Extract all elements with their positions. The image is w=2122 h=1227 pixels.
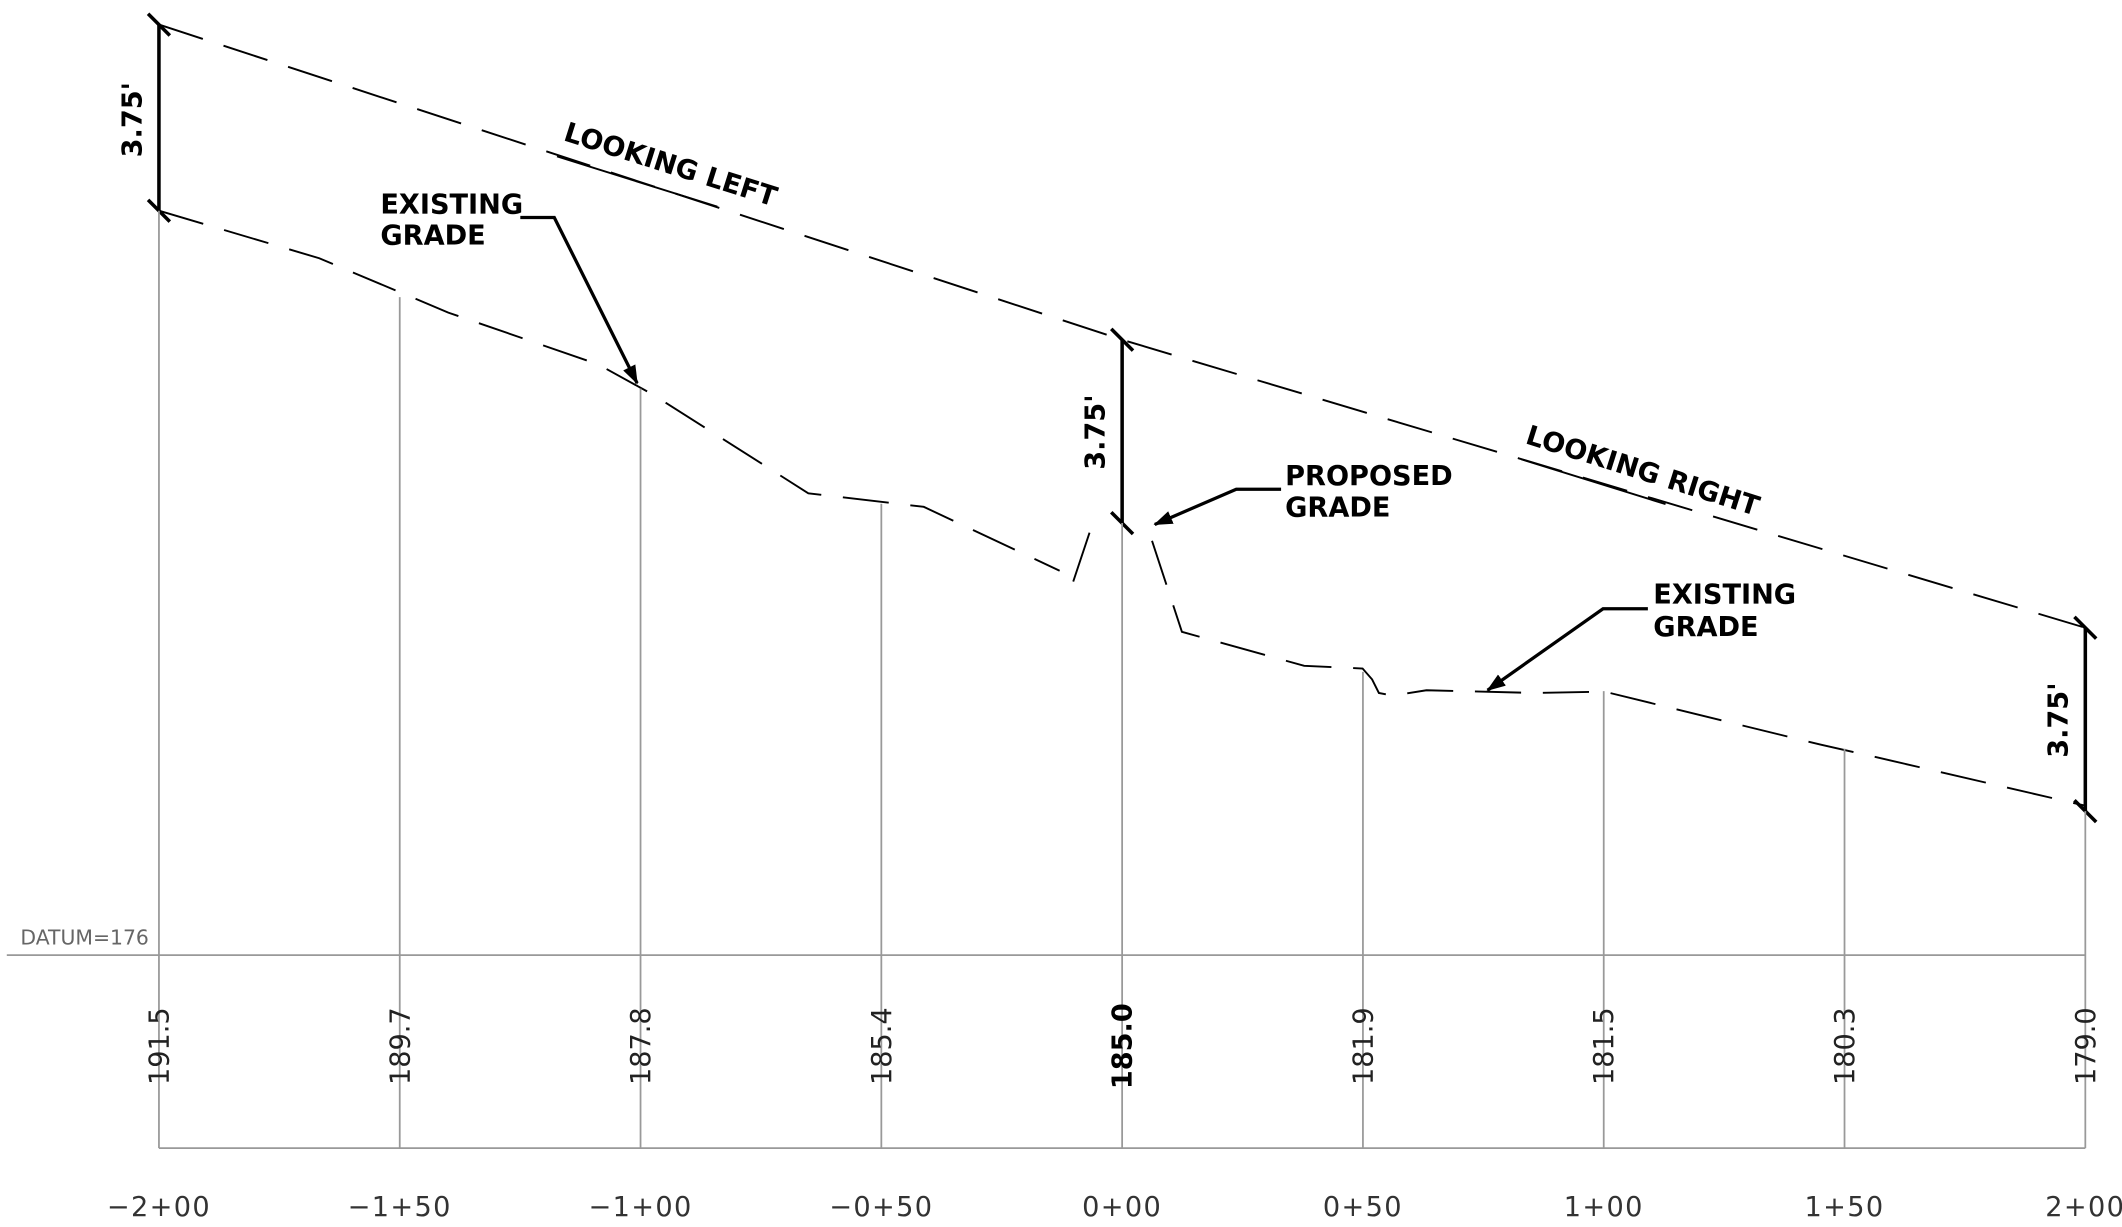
elevation-label: 191.5: [144, 1007, 175, 1085]
elevation-label: 181.9: [1348, 1007, 1379, 1085]
annotation-text: EXISTING: [1653, 579, 1796, 610]
station-label: 0+00: [1082, 1192, 1162, 1223]
dimension: 3.75': [1080, 327, 1135, 536]
dimension-label: 3.75': [117, 82, 148, 157]
station-label: −1+50: [348, 1192, 452, 1223]
datum-label: DATUM=176: [20, 925, 149, 949]
station-label: −2+00: [107, 1192, 211, 1223]
elevation-label: 189.7: [385, 1007, 416, 1085]
station-label: 1+50: [1805, 1192, 1885, 1223]
annotation-text: GRADE: [1285, 492, 1390, 523]
looking-left-label: LOOKING LEFT: [560, 117, 781, 213]
leader: [1153, 487, 1282, 527]
elevation-label: 187.8: [626, 1007, 657, 1085]
annotation-text: GRADE: [380, 221, 485, 252]
annotation-text: EXISTING: [380, 189, 523, 220]
elevation-label: 180.3: [1830, 1007, 1861, 1085]
leader: [1486, 607, 1648, 692]
annotation-text: PROPOSED: [1285, 461, 1453, 492]
station-label: −0+50: [829, 1192, 933, 1223]
annotation-text: GRADE: [1653, 612, 1758, 643]
elevation-label: 181.5: [1589, 1007, 1620, 1085]
existing-grade: [1072, 532, 1091, 582]
underline: [1521, 458, 1666, 506]
station-label: 0+50: [1323, 1192, 1403, 1223]
existing-grade: [1151, 540, 2086, 807]
dimension: 3.75': [2044, 615, 2098, 824]
underline: [556, 155, 718, 208]
elevation-label: 185.4: [867, 1007, 898, 1085]
elevation-label: 179.0: [2071, 1007, 2102, 1085]
dimension: 3.75': [117, 12, 172, 223]
station-label: 2+00: [2045, 1192, 2122, 1223]
leader: [520, 215, 639, 385]
station-label: 1+00: [1564, 1192, 1644, 1223]
dimension-label: 3.75': [2044, 682, 2075, 757]
existing-grade: [158, 209, 1061, 572]
station-label: −1+00: [588, 1192, 692, 1223]
dimension-label: 3.75': [1080, 394, 1111, 469]
elevation-label: 185.0: [1108, 1003, 1139, 1089]
